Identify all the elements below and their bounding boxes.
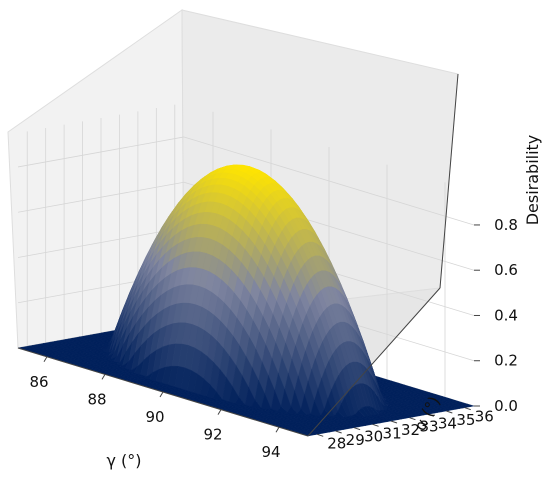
y-tick-mark [390, 420, 398, 424]
y-tick-label: 36 [475, 408, 494, 426]
x-tick-label: 90 [145, 408, 164, 426]
x-tick-label: 86 [29, 373, 48, 391]
y-tick-mark [353, 427, 361, 431]
y-tick-mark [317, 433, 324, 437]
surface [17, 164, 475, 437]
x-tick-mark [275, 426, 280, 433]
y-tick-mark [427, 413, 435, 417]
z-tick-label: 0.2 [494, 352, 518, 370]
x-axis-label: γ (°) [106, 451, 141, 470]
x-tick-mark [101, 374, 106, 380]
z-tick-label: 0.8 [494, 216, 518, 234]
z-tick-label: 0.0 [494, 397, 518, 415]
y-tick-mark [335, 430, 342, 434]
x-tick-label: 94 [261, 443, 280, 461]
x-tick-label: 92 [203, 426, 222, 444]
x-tick-mark [159, 391, 164, 398]
y-tick-label: 29 [346, 431, 365, 449]
y-tick-label: 32 [401, 421, 420, 439]
y-tick-label: 31 [383, 424, 402, 442]
x-axis: 86 88 90 92 94 [17, 347, 309, 461]
x-tick-mark [217, 409, 222, 415]
y-tick-mark [464, 407, 471, 411]
y-tick-label: 33 [419, 418, 438, 436]
y-tick-label: 35 [456, 411, 475, 429]
z-axis-label: Desirability [523, 135, 542, 226]
y-tick-mark [446, 410, 453, 414]
y-tick-label: 28 [327, 434, 346, 452]
y-tick-label: 30 [364, 428, 383, 446]
y-tick-mark [372, 423, 379, 427]
z-tick-label: 0.4 [494, 306, 518, 324]
z-tick-label: 0.6 [494, 261, 518, 279]
y-axis: 28 29 30 31 32 33 34 35 36 [307, 287, 494, 452]
x-tick-label: 88 [87, 390, 106, 408]
z-axis: 0.0 0.2 0.4 0.6 0.8 [439, 73, 518, 415]
y-tick-label: 34 [438, 414, 457, 432]
y-tick-mark [409, 417, 416, 421]
x-tick-mark [43, 356, 48, 363]
